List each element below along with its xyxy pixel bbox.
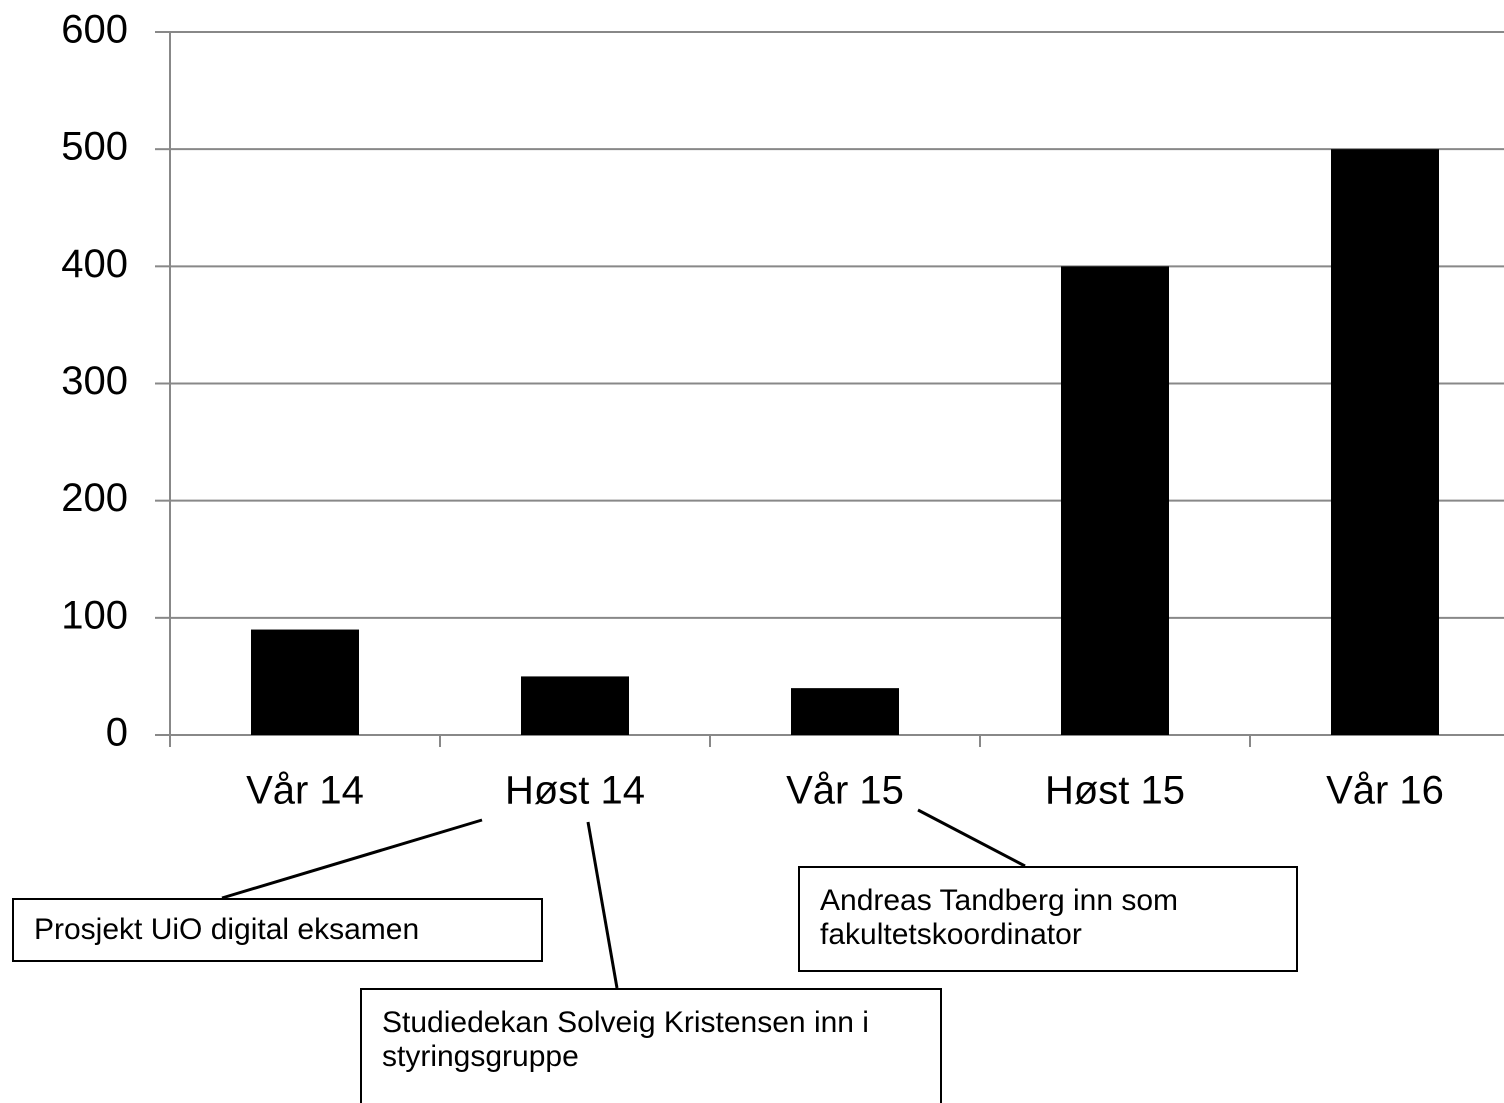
x-tick-label: Vår 14 [246, 769, 364, 813]
bar [791, 688, 899, 735]
y-tick-label: 0 [106, 711, 128, 755]
bar [251, 629, 359, 735]
y-tick-label: 600 [61, 8, 128, 52]
annotation: Prosjekt UiO digital eksamen [12, 898, 543, 962]
bar [521, 676, 629, 735]
annotation: Studiedekan Solveig Kristensen inn i sty… [360, 988, 942, 1103]
x-tick-label: Vår 15 [786, 769, 904, 813]
x-tick-label: Vår 16 [1326, 769, 1444, 813]
bar [1061, 266, 1169, 735]
y-tick-label: 100 [61, 593, 128, 637]
annotation: Andreas Tandberg inn som fakultetskoordi… [798, 866, 1298, 972]
x-tick-label: Høst 15 [1045, 769, 1185, 813]
x-tick-label: Høst 14 [505, 769, 645, 813]
annotation-connector [221, 818, 483, 900]
annotation-connector [586, 821, 619, 989]
y-tick-label: 400 [61, 242, 128, 286]
y-tick-label: 300 [61, 359, 128, 403]
y-tick-label: 200 [61, 476, 128, 520]
annotation-connector [917, 808, 1026, 868]
y-tick-label: 500 [61, 125, 128, 169]
bar [1331, 149, 1439, 735]
